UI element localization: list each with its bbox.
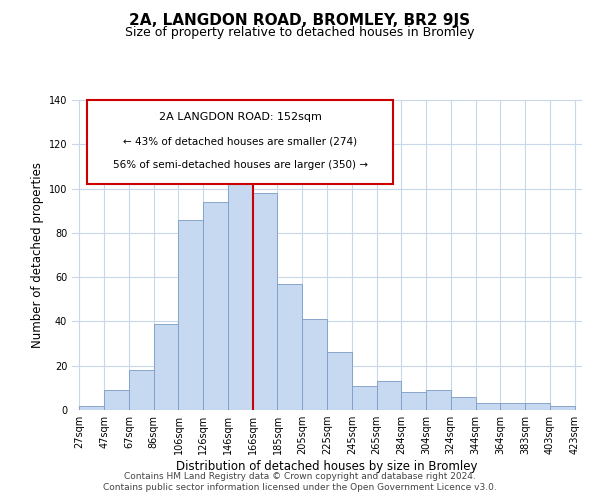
Bar xyxy=(253,193,277,410)
Bar xyxy=(79,406,104,410)
Bar xyxy=(401,392,426,410)
X-axis label: Distribution of detached houses by size in Bromley: Distribution of detached houses by size … xyxy=(176,460,478,473)
Bar xyxy=(203,202,228,410)
Text: Contains HM Land Registry data © Crown copyright and database right 2024.: Contains HM Land Registry data © Crown c… xyxy=(124,472,476,481)
Bar xyxy=(327,352,352,410)
FancyBboxPatch shape xyxy=(88,100,394,184)
Bar xyxy=(302,319,327,410)
Bar xyxy=(525,404,550,410)
Bar xyxy=(352,386,377,410)
Bar xyxy=(550,406,575,410)
Text: Size of property relative to detached houses in Bromley: Size of property relative to detached ho… xyxy=(125,26,475,39)
Y-axis label: Number of detached properties: Number of detached properties xyxy=(31,162,44,348)
Text: Contains public sector information licensed under the Open Government Licence v3: Contains public sector information licen… xyxy=(103,484,497,492)
Bar xyxy=(129,370,154,410)
Text: 2A, LANGDON ROAD, BROMLEY, BR2 9JS: 2A, LANGDON ROAD, BROMLEY, BR2 9JS xyxy=(130,12,470,28)
Bar xyxy=(154,324,178,410)
Text: 56% of semi-detached houses are larger (350) →: 56% of semi-detached houses are larger (… xyxy=(113,160,368,170)
Text: ← 43% of detached houses are smaller (274): ← 43% of detached houses are smaller (27… xyxy=(123,136,358,146)
Bar xyxy=(277,284,302,410)
Text: 2A LANGDON ROAD: 152sqm: 2A LANGDON ROAD: 152sqm xyxy=(159,112,322,122)
Bar xyxy=(476,404,500,410)
Bar xyxy=(228,164,253,410)
Bar xyxy=(451,396,476,410)
Bar xyxy=(500,404,525,410)
Bar xyxy=(426,390,451,410)
Bar xyxy=(377,381,401,410)
Bar xyxy=(178,220,203,410)
Bar xyxy=(104,390,129,410)
